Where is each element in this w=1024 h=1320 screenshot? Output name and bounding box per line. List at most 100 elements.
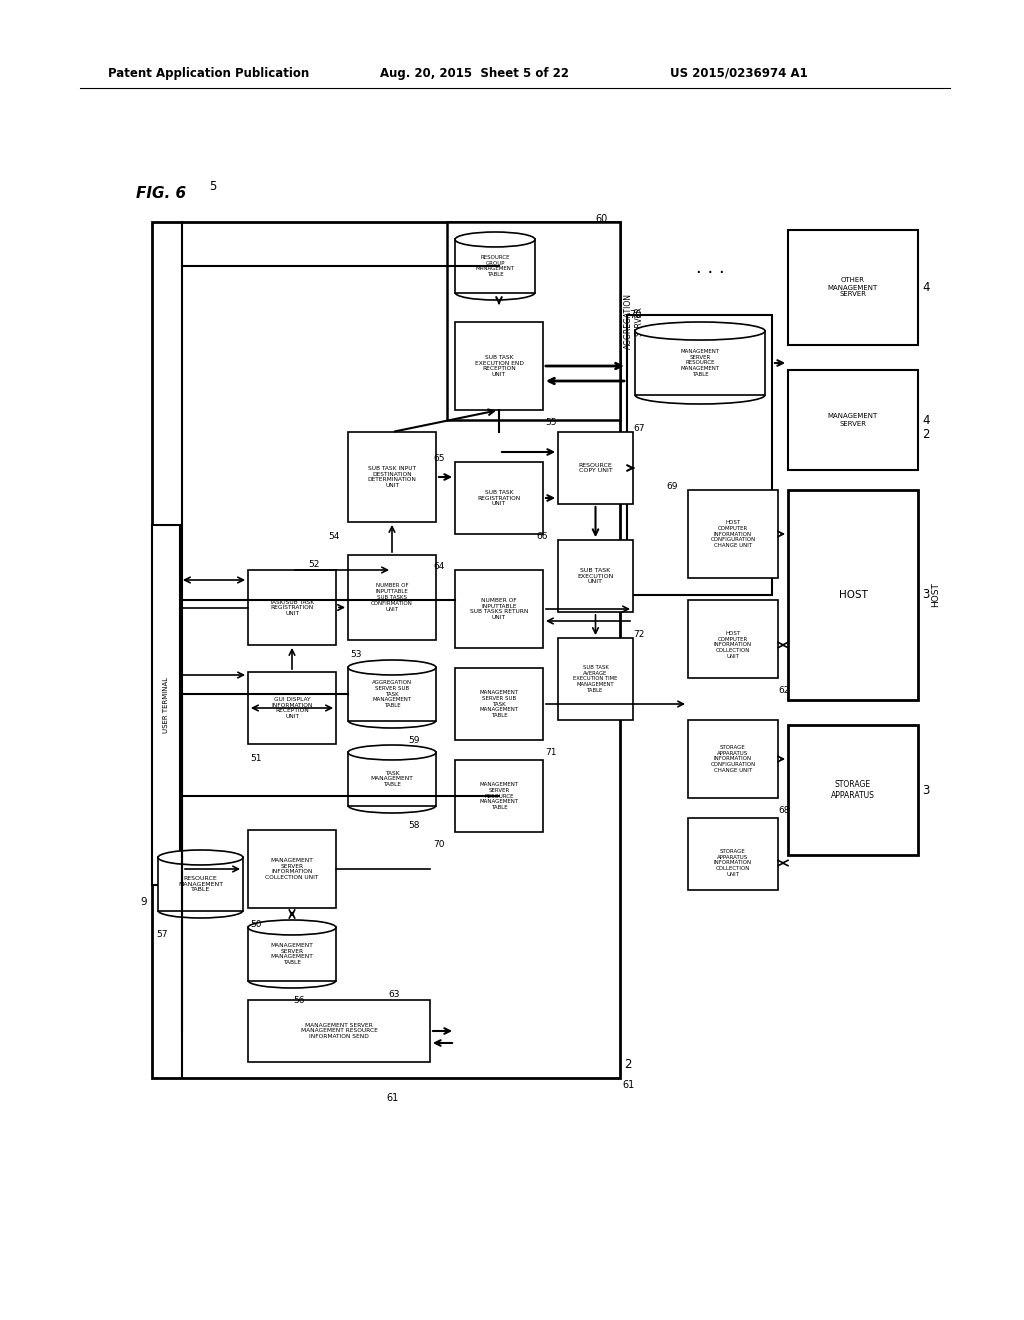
Text: 68: 68 bbox=[778, 807, 790, 814]
Text: Patent Application Publication: Patent Application Publication bbox=[108, 66, 309, 79]
Bar bbox=[248, 928, 336, 981]
Bar bbox=[558, 432, 633, 504]
Text: 3: 3 bbox=[922, 589, 930, 602]
Bar bbox=[635, 331, 765, 395]
Bar bbox=[455, 239, 535, 293]
Text: OTHER
MANAGEMENT
SERVER: OTHER MANAGEMENT SERVER bbox=[827, 277, 879, 297]
Bar bbox=[447, 222, 620, 420]
Bar bbox=[688, 818, 778, 890]
Text: STORAGE
APPARATUS: STORAGE APPARATUS bbox=[831, 780, 874, 800]
Text: 61: 61 bbox=[386, 1093, 398, 1104]
Text: RESOURCE
GROUP
MANAGEMENT
TABLE: RESOURCE GROUP MANAGEMENT TABLE bbox=[475, 255, 515, 277]
Text: MANAGEMENT
SERVER
RESOURCE
MANAGEMENT
TABLE: MANAGEMENT SERVER RESOURCE MANAGEMENT TA… bbox=[479, 781, 518, 810]
Text: RESOURCE
MANAGEMENT
TABLE: RESOURCE MANAGEMENT TABLE bbox=[178, 875, 223, 892]
Bar bbox=[348, 668, 436, 721]
Text: GUI DISPLAY
INFORMATION
RECEPTION
UNIT: GUI DISPLAY INFORMATION RECEPTION UNIT bbox=[271, 697, 312, 719]
Bar bbox=[688, 490, 778, 578]
Ellipse shape bbox=[635, 322, 765, 341]
Text: 64: 64 bbox=[433, 562, 444, 572]
Ellipse shape bbox=[248, 920, 336, 935]
Text: 58: 58 bbox=[408, 821, 420, 830]
Bar bbox=[348, 432, 436, 521]
Bar bbox=[788, 370, 918, 470]
Bar bbox=[558, 638, 633, 719]
Text: Aug. 20, 2015  Sheet 5 of 22: Aug. 20, 2015 Sheet 5 of 22 bbox=[380, 66, 569, 79]
Ellipse shape bbox=[158, 850, 243, 865]
Text: HOST: HOST bbox=[839, 590, 867, 601]
Bar bbox=[688, 601, 778, 678]
Text: STORAGE
APPARATUS
INFORMATION
CONFIGURATION
CHANGE UNIT: STORAGE APPARATUS INFORMATION CONFIGURAT… bbox=[711, 744, 756, 774]
Text: 2: 2 bbox=[624, 1059, 632, 1071]
Ellipse shape bbox=[348, 744, 436, 760]
Text: 9: 9 bbox=[140, 898, 146, 907]
Text: AGGREGATION
SERVER: AGGREGATION SERVER bbox=[624, 293, 643, 348]
Text: 59: 59 bbox=[408, 737, 420, 744]
Text: MANAGEMENT
SERVER
MANAGEMENT
TABLE: MANAGEMENT SERVER MANAGEMENT TABLE bbox=[270, 942, 313, 965]
Bar bbox=[248, 672, 336, 744]
Bar bbox=[248, 1001, 430, 1063]
Bar bbox=[158, 858, 243, 911]
Bar bbox=[152, 222, 620, 1078]
Bar bbox=[455, 462, 543, 535]
Ellipse shape bbox=[455, 232, 535, 247]
Bar bbox=[688, 719, 778, 799]
Bar bbox=[455, 570, 543, 648]
Text: 4: 4 bbox=[922, 281, 930, 294]
Text: RESOURCE
COPY UNIT: RESOURCE COPY UNIT bbox=[579, 462, 612, 474]
Text: TASK
MANAGEMENT
TABLE: TASK MANAGEMENT TABLE bbox=[371, 771, 414, 787]
Text: MANAGEMENT
SERVER
INFORMATION
COLLECTION UNIT: MANAGEMENT SERVER INFORMATION COLLECTION… bbox=[265, 858, 318, 880]
Bar bbox=[348, 752, 436, 805]
Text: 61: 61 bbox=[622, 1080, 634, 1090]
Bar bbox=[788, 725, 918, 855]
Text: 57: 57 bbox=[156, 931, 168, 939]
Text: TASK/SUB TASK
REGISTRATION
UNIT: TASK/SUB TASK REGISTRATION UNIT bbox=[269, 599, 314, 616]
Bar bbox=[788, 490, 918, 700]
Ellipse shape bbox=[348, 660, 436, 675]
Text: SUB TASK
AVERAGE
EXECUTION TIME
MANAGEMENT
TABLE: SUB TASK AVERAGE EXECUTION TIME MANAGEME… bbox=[573, 665, 617, 693]
Text: SUB TASK
EXECUTION
UNIT: SUB TASK EXECUTION UNIT bbox=[578, 568, 613, 585]
Text: 69: 69 bbox=[666, 482, 678, 491]
Text: . . .: . . . bbox=[695, 259, 724, 277]
Bar bbox=[455, 322, 543, 411]
Text: 5: 5 bbox=[209, 180, 216, 193]
Text: 3: 3 bbox=[922, 784, 930, 796]
Text: 54: 54 bbox=[328, 532, 339, 541]
Text: 52: 52 bbox=[308, 560, 319, 569]
Text: HOST: HOST bbox=[932, 582, 940, 607]
Text: HOST
COMPUTER
INFORMATION
CONFIGURATION
CHANGE UNIT: HOST COMPUTER INFORMATION CONFIGURATION … bbox=[711, 520, 756, 548]
Bar bbox=[455, 760, 543, 832]
Text: SUB TASK
EXECUTION END
RECEPTION
UNIT: SUB TASK EXECUTION END RECEPTION UNIT bbox=[474, 355, 523, 378]
Text: 72: 72 bbox=[633, 630, 644, 639]
Text: 70: 70 bbox=[433, 840, 444, 849]
Bar bbox=[348, 554, 436, 640]
Text: MANAGEMENT
SERVER SUB
TASK
MANAGEMENT
TABLE: MANAGEMENT SERVER SUB TASK MANAGEMENT TA… bbox=[479, 690, 518, 718]
Text: USER TERMINAL: USER TERMINAL bbox=[163, 677, 169, 733]
Text: 71: 71 bbox=[545, 748, 556, 756]
Text: MANAGEMENT
SERVER: MANAGEMENT SERVER bbox=[827, 413, 879, 426]
Text: HOST
COMPUTER
INFORMATION
COLLECTION
UNIT: HOST COMPUTER INFORMATION COLLECTION UNI… bbox=[714, 631, 752, 659]
Text: US 2015/0236974 A1: US 2015/0236974 A1 bbox=[670, 66, 808, 79]
Bar bbox=[152, 525, 180, 884]
Text: 67: 67 bbox=[633, 424, 644, 433]
Text: 50: 50 bbox=[250, 920, 261, 929]
Text: 63: 63 bbox=[388, 990, 399, 999]
Text: MANAGEMENT
SERVER
RESOURCE
MANAGEMENT
TABLE: MANAGEMENT SERVER RESOURCE MANAGEMENT TA… bbox=[680, 348, 720, 378]
Text: STORAGE
APPARATUS
INFORMATION
COLLECTION
UNIT: STORAGE APPARATUS INFORMATION COLLECTION… bbox=[714, 849, 752, 876]
Bar bbox=[788, 230, 918, 345]
Text: SUB TASK INPUT
DESTINATION
DETERMINATION
UNIT: SUB TASK INPUT DESTINATION DETERMINATION… bbox=[368, 466, 417, 488]
Text: 65: 65 bbox=[433, 454, 444, 463]
Text: 4: 4 bbox=[922, 413, 930, 426]
Text: 55: 55 bbox=[545, 418, 556, 426]
Bar bbox=[627, 315, 772, 595]
Text: 53: 53 bbox=[350, 649, 361, 659]
Text: 60: 60 bbox=[595, 214, 607, 224]
Text: MANAGEMENT SERVER
MANAGEMENT RESOURCE
INFORMATION SEND: MANAGEMENT SERVER MANAGEMENT RESOURCE IN… bbox=[301, 1023, 378, 1039]
Text: FIG. 6: FIG. 6 bbox=[136, 186, 186, 201]
Text: 66: 66 bbox=[536, 532, 548, 541]
Text: AGGREGATION
SERVER SUB
TASK
MANAGEMENT
TABLE: AGGREGATION SERVER SUB TASK MANAGEMENT T… bbox=[372, 680, 412, 708]
Text: NUMBER OF
INPUTTABLE
SUB TASKS RETURN
UNIT: NUMBER OF INPUTTABLE SUB TASKS RETURN UN… bbox=[470, 598, 528, 620]
Text: SUB TASK
REGISTRATION
UNIT: SUB TASK REGISTRATION UNIT bbox=[477, 490, 520, 507]
Text: 70: 70 bbox=[629, 310, 641, 319]
Text: 51: 51 bbox=[250, 754, 261, 763]
Text: NUMBER OF
INPUTTABLE
SUB TASKS
CONFIRMATION
UNIT: NUMBER OF INPUTTABLE SUB TASKS CONFIRMAT… bbox=[371, 583, 413, 611]
